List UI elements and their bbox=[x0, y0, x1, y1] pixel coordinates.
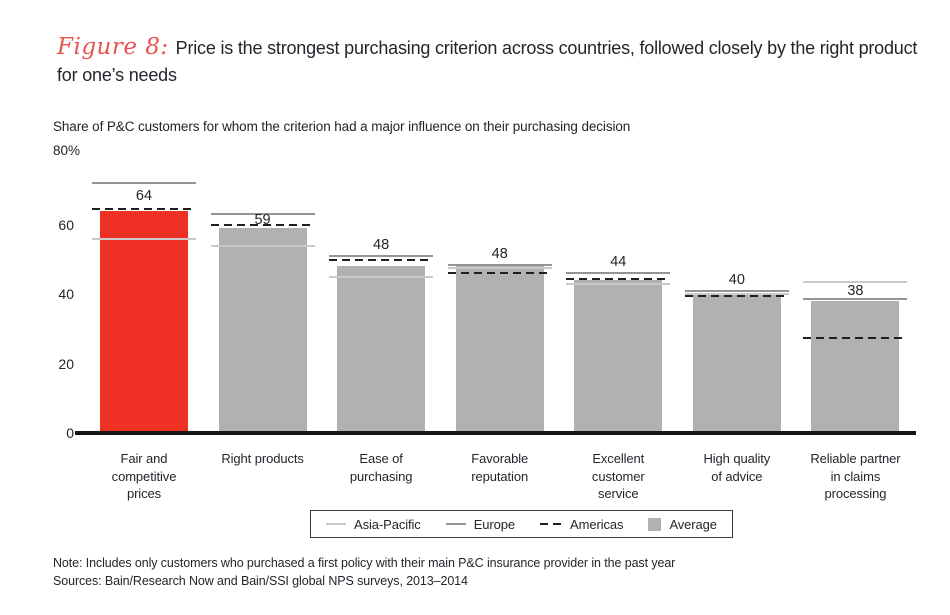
americas-line bbox=[210, 223, 315, 226]
asia-pacific-line bbox=[329, 275, 434, 278]
europe-line bbox=[447, 263, 552, 266]
legend-label: Europe bbox=[473, 516, 516, 532]
americas-line bbox=[329, 258, 434, 261]
legend-swatch-line-dark-icon bbox=[445, 523, 466, 525]
bar-value-label: 48 bbox=[373, 237, 390, 254]
figure-number-label: Figure 8: bbox=[57, 34, 169, 60]
europe-line bbox=[684, 289, 789, 292]
legend-swatch-box-icon bbox=[648, 517, 662, 531]
asia-pacific-line bbox=[210, 244, 315, 247]
legend-swatch-dash-icon bbox=[540, 523, 563, 525]
asia-pacific-line bbox=[566, 282, 671, 285]
category-label: Fair and competitive prices bbox=[111, 451, 177, 501]
europe-line bbox=[210, 213, 315, 216]
americas-line bbox=[803, 336, 908, 339]
bar-value-label: 44 bbox=[610, 254, 627, 271]
average-bar bbox=[574, 280, 663, 433]
average-bar bbox=[218, 228, 307, 433]
y-tick-label: 60 bbox=[58, 216, 74, 233]
legend-item-average: Average bbox=[648, 517, 717, 532]
average-bar bbox=[811, 301, 900, 433]
asia-pacific-line bbox=[684, 293, 789, 296]
average-bar bbox=[337, 266, 426, 433]
legend-item-europe: Europe bbox=[445, 516, 516, 532]
americas-line bbox=[447, 272, 552, 275]
legend-item-americas: Americas bbox=[540, 516, 624, 532]
americas-line bbox=[684, 294, 789, 297]
bar-value-label: 59 bbox=[254, 211, 271, 228]
average-bar bbox=[692, 294, 781, 433]
bar-value-label: 40 bbox=[728, 271, 745, 288]
legend-item-asia-pacific: Asia-Pacific bbox=[326, 517, 421, 532]
note-text: Note: Includes only customers who purcha… bbox=[53, 556, 676, 570]
category-label: Reliable partner in claims processing bbox=[810, 451, 901, 501]
sources-text: Sources: Bain/Research Now and Bain/SSI … bbox=[53, 574, 468, 588]
category-label: Ease of purchasing bbox=[349, 451, 413, 484]
bar-value-label: 38 bbox=[847, 282, 864, 299]
average-bar bbox=[100, 210, 188, 433]
bar-value-label: 64 bbox=[135, 188, 153, 205]
legend-label: Americas bbox=[570, 516, 624, 532]
category-label: High quality of advice bbox=[703, 451, 771, 484]
asia-pacific-line bbox=[92, 237, 196, 240]
europe-line bbox=[92, 182, 196, 185]
y-tick-label: 40 bbox=[58, 286, 74, 303]
europe-line bbox=[329, 255, 434, 258]
chart-legend: Asia-Pacific Europe Americas Average bbox=[310, 510, 733, 538]
legend-label: Average bbox=[669, 516, 717, 532]
bar-value-label: 48 bbox=[491, 245, 508, 262]
europe-line bbox=[566, 272, 671, 275]
y-tick-label: 20 bbox=[58, 355, 74, 372]
y-axis-top-label: 80% bbox=[53, 143, 81, 158]
legend-swatch-line-light-icon bbox=[326, 523, 346, 525]
y-tick-label: 0 bbox=[66, 425, 74, 441]
category-label: Favorable reputation bbox=[471, 451, 529, 484]
figure-title: Figure 8: Price is the strongest purchasi… bbox=[57, 34, 931, 89]
axis-description: Share of P&C customers for whom the crit… bbox=[53, 119, 631, 134]
category-label: Excellent customer service bbox=[591, 451, 645, 501]
americas-line bbox=[566, 277, 671, 280]
category-label: Right products bbox=[221, 451, 304, 466]
europe-line bbox=[803, 298, 908, 301]
figure-title-text: Price is the strongest purchasing criter… bbox=[57, 38, 918, 85]
x-axis-baseline bbox=[75, 431, 916, 435]
asia-pacific-line bbox=[447, 267, 552, 270]
americas-line bbox=[92, 208, 196, 211]
asia-pacific-line bbox=[803, 281, 908, 284]
legend-label: Asia-Pacific bbox=[354, 516, 421, 532]
average-bar bbox=[455, 266, 544, 433]
